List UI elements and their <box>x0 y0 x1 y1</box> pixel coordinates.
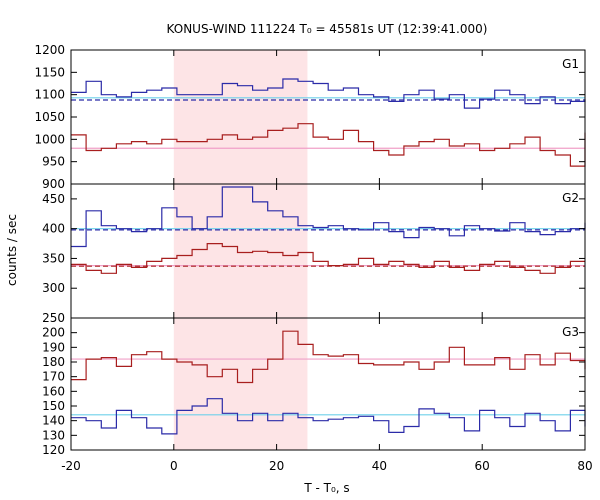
series-g1-blue <box>71 78 586 109</box>
y-tick-label: 1150 <box>34 65 65 79</box>
y-tick-label: 350 <box>42 251 65 265</box>
panel-label-g3: G3 <box>562 325 579 339</box>
panel-label-g2: G2 <box>562 191 579 205</box>
y-tick-label: 1000 <box>34 132 65 146</box>
panel-g2: 250 300 350 400 450 G2 <box>42 183 586 325</box>
y-tick-label: 900 <box>42 177 65 191</box>
x-tick-label: -20 <box>61 459 81 473</box>
y-tick-label: 130 <box>42 428 65 442</box>
y-tick-label: 150 <box>42 399 65 413</box>
y-tick-label: 450 <box>42 192 65 206</box>
x-tick-label: 20 <box>269 459 284 473</box>
x-axis-label: T - T₀, s <box>303 481 349 495</box>
y-tick-label: 200 <box>42 326 65 340</box>
plot-area: 90095010001050110011501200G1250300350400… <box>34 43 592 473</box>
series-g3-red <box>71 330 586 384</box>
panel-label-g1: G1 <box>562 57 579 71</box>
y-tick-label: 300 <box>42 281 65 295</box>
y-tick-label: 250 <box>42 311 65 325</box>
panel-g1: 900 950 1000 1050 1100 1150 1200 G1 <box>34 43 586 191</box>
series-g1-red <box>71 123 586 167</box>
y-tick-label: 1050 <box>34 110 65 124</box>
y-tick-label: 1100 <box>34 88 65 102</box>
panel-frame <box>70 183 586 319</box>
panel-frame <box>70 49 586 185</box>
series-g2-blue <box>71 186 586 248</box>
y-axis-label: counts / sec <box>5 214 19 286</box>
y-tick-label: 170 <box>42 370 65 384</box>
y-tick-label: 180 <box>42 355 65 369</box>
panel-frame <box>70 317 586 451</box>
x-tick-label: 80 <box>577 459 592 473</box>
x-tick-label: 40 <box>372 459 387 473</box>
series-g3-blue <box>71 398 586 435</box>
y-tick-label: 190 <box>42 340 65 354</box>
x-tick-label: 60 <box>475 459 490 473</box>
series-g2-red <box>71 243 585 274</box>
x-tick-label: 0 <box>170 459 178 473</box>
y-tick-label: 120 <box>42 443 65 457</box>
y-tick-label: 950 <box>42 155 65 169</box>
y-tick-label: 140 <box>42 414 65 428</box>
y-tick-label: 400 <box>42 222 65 236</box>
y-tick-label: 160 <box>42 384 65 398</box>
chart-title: KONUS-WIND 111224 T₀ = 45581s UT (12:39:… <box>167 22 488 36</box>
y-tick-label: 1200 <box>34 43 65 57</box>
